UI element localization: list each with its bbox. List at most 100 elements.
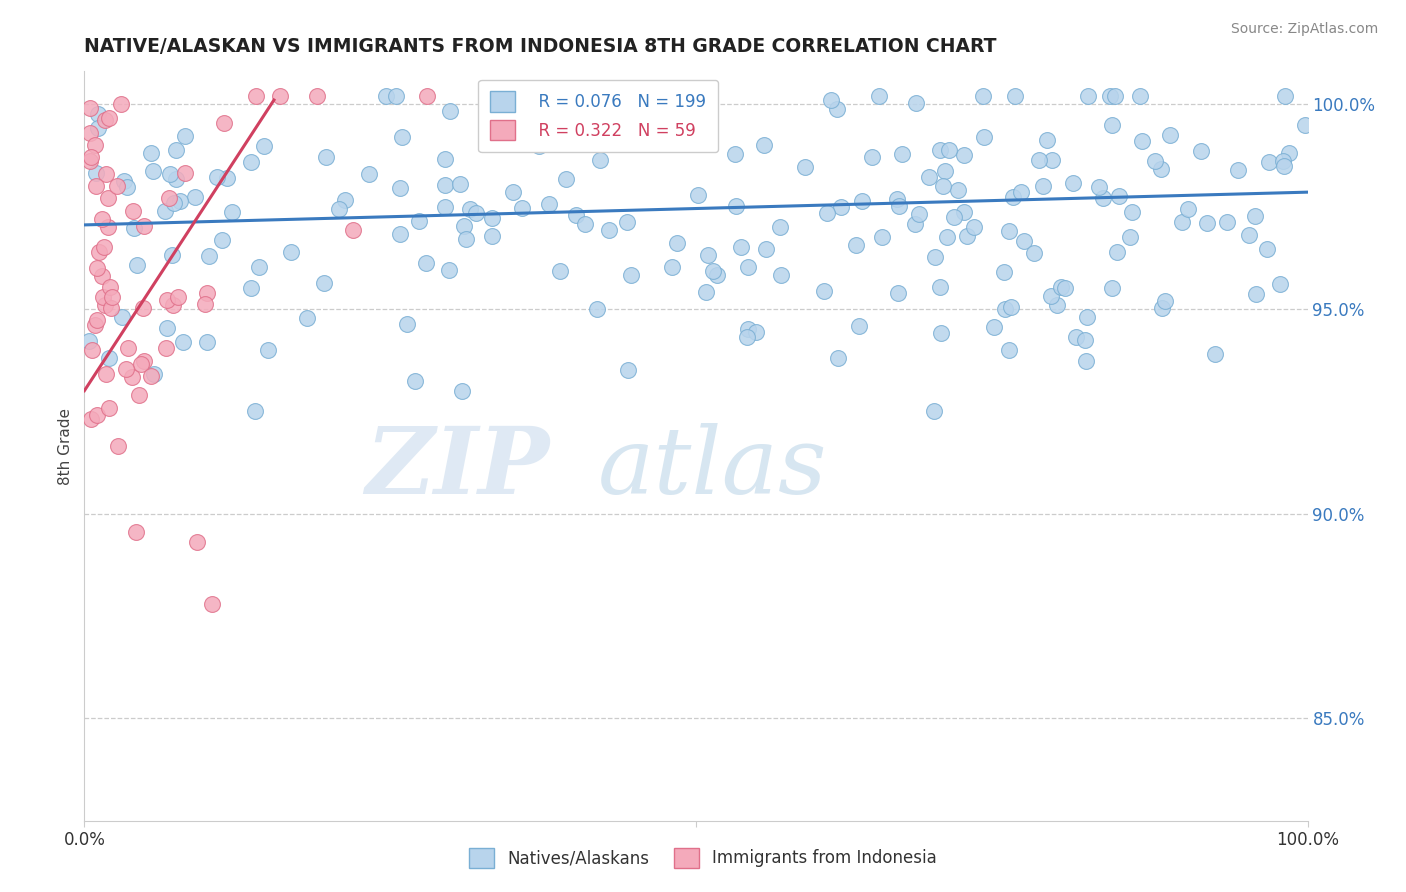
- Point: [93, 240, 115, 254]
- Point: [257, 343, 280, 357]
- Point: [973, 130, 995, 145]
- Point: [1177, 202, 1199, 217]
- Point: [972, 89, 994, 103]
- Point: [201, 597, 224, 611]
- Point: [665, 236, 688, 251]
- Point: [240, 155, 263, 169]
- Point: [1216, 215, 1239, 229]
- Point: [561, 118, 583, 132]
- Point: [141, 369, 163, 384]
- Point: [737, 260, 759, 275]
- Point: [194, 297, 217, 311]
- Point: [97, 219, 120, 234]
- Point: [737, 322, 759, 336]
- Point: [932, 179, 955, 194]
- Point: [963, 220, 986, 235]
- Point: [100, 290, 122, 304]
- Point: [1189, 144, 1212, 158]
- Point: [454, 232, 477, 246]
- Point: [1028, 153, 1050, 167]
- Point: [245, 404, 267, 418]
- Point: [79, 101, 101, 115]
- Point: [1074, 333, 1097, 347]
- Point: [1130, 134, 1153, 148]
- Point: [121, 369, 143, 384]
- Point: [1076, 310, 1098, 324]
- Point: [1104, 89, 1126, 103]
- Point: [755, 242, 778, 256]
- Point: [458, 202, 481, 216]
- Point: [953, 204, 976, 219]
- Point: [1144, 154, 1167, 169]
- Point: [1012, 234, 1035, 248]
- Point: [1272, 159, 1295, 173]
- Point: [128, 387, 150, 401]
- Point: [97, 111, 120, 125]
- Point: [80, 343, 103, 357]
- Point: [952, 148, 974, 162]
- Point: [79, 154, 101, 169]
- Point: [1036, 133, 1059, 147]
- Point: [669, 102, 692, 116]
- Point: [112, 174, 135, 188]
- Point: [1150, 162, 1173, 177]
- Point: [889, 198, 911, 212]
- Point: [80, 150, 103, 164]
- Point: [87, 107, 110, 121]
- Point: [1000, 300, 1022, 314]
- Point: [481, 228, 503, 243]
- Point: [385, 89, 408, 103]
- Point: [434, 200, 457, 214]
- Point: [77, 334, 100, 348]
- Point: [415, 256, 437, 270]
- Point: [538, 197, 561, 211]
- Point: [502, 89, 524, 103]
- Point: [408, 214, 430, 228]
- Point: [1121, 204, 1143, 219]
- Point: [86, 120, 108, 135]
- Point: [434, 152, 457, 166]
- Point: [142, 164, 165, 178]
- Point: [1039, 289, 1062, 303]
- Point: [586, 302, 609, 317]
- Point: [91, 211, 114, 226]
- Point: [280, 244, 302, 259]
- Point: [395, 318, 418, 332]
- Point: [1062, 176, 1084, 190]
- Point: [155, 341, 177, 355]
- Point: [93, 298, 115, 312]
- Point: [156, 321, 179, 335]
- Point: [1159, 128, 1181, 142]
- Point: [938, 144, 960, 158]
- Point: [245, 89, 267, 103]
- Point: [1294, 118, 1316, 132]
- Point: [416, 89, 439, 103]
- Point: [904, 96, 927, 111]
- Point: [1129, 89, 1152, 103]
- Text: ZIP: ZIP: [366, 424, 550, 514]
- Point: [1101, 118, 1123, 132]
- Point: [1244, 287, 1267, 301]
- Point: [891, 146, 914, 161]
- Point: [588, 153, 610, 167]
- Point: [745, 325, 768, 339]
- Point: [439, 103, 461, 118]
- Point: [983, 319, 1005, 334]
- Point: [868, 89, 890, 103]
- Point: [886, 285, 908, 300]
- Point: [1274, 89, 1296, 103]
- Point: [342, 223, 364, 237]
- Point: [1099, 89, 1122, 103]
- Point: [1092, 192, 1115, 206]
- Point: [141, 145, 163, 160]
- Point: [848, 318, 870, 333]
- Point: [1270, 277, 1292, 291]
- Point: [94, 167, 117, 181]
- Point: [794, 161, 817, 175]
- Point: [297, 311, 319, 326]
- Point: [212, 116, 235, 130]
- Point: [725, 199, 748, 213]
- Point: [1049, 280, 1071, 294]
- Point: [172, 334, 194, 349]
- Point: [1001, 189, 1024, 203]
